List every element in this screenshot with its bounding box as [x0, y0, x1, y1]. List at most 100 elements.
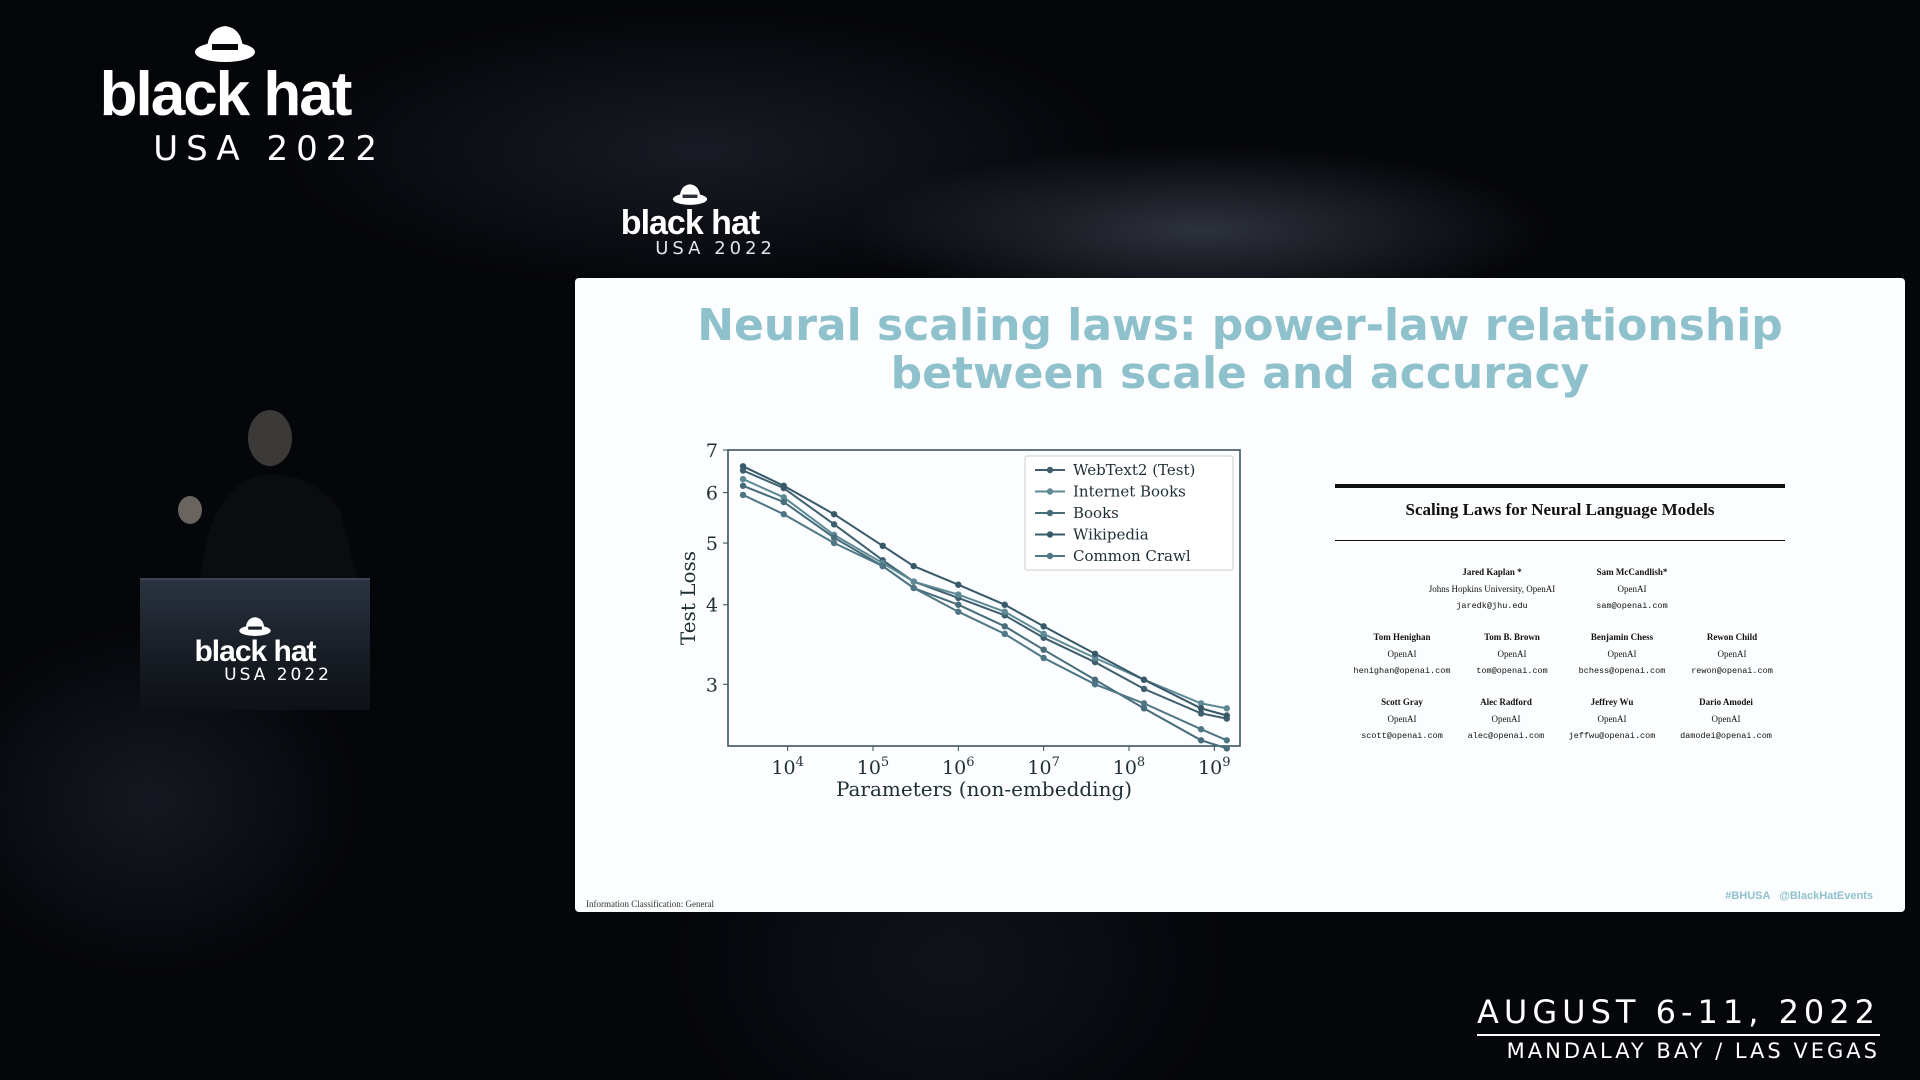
data-point	[1091, 650, 1099, 657]
event-date-block: AUGUST 6-11, 2022 MANDALAY BAY / LAS VEG…	[1477, 994, 1880, 1066]
x-tick-label: 106	[942, 755, 974, 779]
author-affiliation: OpenAI	[1497, 649, 1527, 659]
series-lines	[739, 463, 1230, 752]
data-point	[739, 482, 747, 489]
author-name: Jeffrey Wu	[1590, 697, 1634, 707]
author-affiliation: OpenAI	[1711, 714, 1741, 724]
author-name: Jared Kaplan *	[1462, 567, 1522, 577]
data-point	[1001, 630, 1008, 638]
data-point	[780, 510, 787, 518]
y-tick-label: 7	[706, 440, 718, 462]
presentation-slide: Neural scaling laws: power-law relations…	[575, 278, 1905, 912]
data-point	[1040, 654, 1047, 662]
data-point	[780, 498, 787, 506]
legend-marker	[1046, 531, 1054, 538]
y-axis-ticks: 3 4 5 6 7	[706, 440, 728, 696]
author-name: Rewon Child	[1706, 632, 1758, 642]
event-venue: MANDALAY BAY / LAS VEGAS	[1506, 1039, 1880, 1063]
data-point	[955, 591, 962, 598]
y-tick-label: 5	[706, 533, 718, 555]
slide-title-line-2: between scale and accuracy	[890, 348, 1590, 399]
data-point	[910, 584, 917, 592]
series-line	[742, 469, 1227, 720]
x-tick-label: 107	[1027, 755, 1059, 779]
data-point	[1040, 646, 1047, 653]
data-point	[830, 539, 838, 547]
author-name: Alec Radford	[1480, 697, 1532, 707]
x-tick-label: 108	[1113, 755, 1145, 779]
author-entry: Tom Henighan OpenAI henighan@openai.com	[1337, 629, 1467, 680]
author-email: jaredk@jhu.edu	[1456, 601, 1528, 611]
brand-wordmark: black hat	[194, 635, 316, 668]
data-point	[739, 491, 747, 499]
author-email: scott@openai.com	[1361, 731, 1443, 741]
legend-marker	[1046, 466, 1054, 474]
series-line	[742, 484, 1228, 750]
author-affiliation: OpenAI	[1617, 584, 1647, 594]
data-point	[1040, 623, 1047, 630]
author-entry: Jared Kaplan * Johns Hopkins University, …	[1427, 564, 1557, 615]
author-email: damodei@openai.com	[1680, 731, 1772, 741]
author-email: rewon@openai.com	[1691, 666, 1773, 676]
data-point	[830, 534, 838, 541]
author-email: jeffwu@openai.com	[1568, 731, 1656, 741]
event-dates: AUGUST 6-11, 2022	[1477, 994, 1880, 1036]
author-name: Scott Gray	[1381, 697, 1423, 707]
data-point	[1140, 685, 1148, 693]
paper-title: Scaling Laws for Neural Language Models	[1405, 500, 1715, 519]
author-affiliation: OpenAI	[1491, 714, 1521, 724]
author-email: henighan@openai.com	[1353, 666, 1451, 676]
author-entry: Scott Gray OpenAI scott@openai.com	[1337, 694, 1467, 745]
data-point	[1140, 676, 1148, 683]
data-point	[1223, 737, 1230, 744]
blackhat-logo-slide: black hat USA 2022	[590, 182, 790, 258]
edition-label: USA 2022	[153, 129, 385, 169]
x-axis-label: Parameters (non-embedding)	[836, 777, 1132, 801]
y-tick-label: 6	[706, 483, 718, 505]
data-point	[955, 601, 962, 608]
author-entry: Dario Amodei OpenAI damodei@openai.com	[1661, 694, 1791, 745]
data-point	[1001, 601, 1008, 608]
data-point	[1001, 623, 1008, 630]
data-point	[955, 608, 962, 615]
paper-header: Scaling Laws for Neural Language Models …	[1335, 484, 1785, 774]
blackhat-logo-podium: black hat USA 2022	[170, 615, 340, 684]
legend-label: Internet Books	[1073, 483, 1186, 501]
blackhat-logo-main: black hat USA 2022	[55, 22, 395, 166]
author-entry: Jeffrey Wu OpenAI jeffwu@openai.com	[1547, 694, 1677, 745]
legend-label: Common Crawl	[1073, 547, 1191, 565]
x-tick-label: 104	[771, 755, 803, 779]
hat-icon	[672, 184, 708, 205]
legend-label: Books	[1073, 504, 1119, 522]
slide-title: Neural scaling laws: power-law relations…	[575, 302, 1905, 398]
data-point	[739, 475, 747, 483]
data-point	[830, 510, 838, 518]
data-point	[1040, 630, 1047, 638]
author-entry: Rewon Child OpenAI rewon@openai.com	[1667, 629, 1797, 680]
data-point	[780, 482, 787, 489]
brand-wordmark: black hat	[620, 204, 760, 242]
author-email: alec@openai.com	[1467, 731, 1545, 741]
author-name: Sam McCandlish*	[1596, 567, 1668, 577]
author-name: Benjamin Chess	[1590, 632, 1654, 642]
data-point	[910, 562, 917, 570]
scaling-law-chart: 3 4 5 6 7 104 105 106 107 108 109 Parameters (non…	[676, 440, 1241, 801]
author-email: sam@openai.com	[1596, 601, 1668, 611]
data-point	[1091, 681, 1099, 688]
data-point	[1001, 608, 1008, 615]
y-tick-label: 3	[706, 674, 718, 696]
author-name: Dario Amodei	[1699, 697, 1753, 707]
author-entry: Tom B. Brown OpenAI tom@openai.com	[1447, 629, 1577, 680]
brand-wordmark: black hat	[99, 60, 353, 129]
podium	[140, 578, 370, 710]
legend-marker	[1046, 488, 1054, 495]
data-point	[1197, 737, 1205, 744]
data-point	[955, 581, 962, 588]
legend-label: WebText2 (Test)	[1073, 461, 1195, 479]
author-entry: Sam McCandlish* OpenAI sam@openai.com	[1567, 564, 1697, 615]
author-email: tom@openai.com	[1476, 666, 1548, 676]
data-point	[1140, 705, 1148, 712]
legend-marker	[1046, 552, 1054, 560]
social-hashtags: #BHUSA @BlackHatEvents	[1725, 890, 1873, 902]
legend-box	[1024, 455, 1234, 571]
